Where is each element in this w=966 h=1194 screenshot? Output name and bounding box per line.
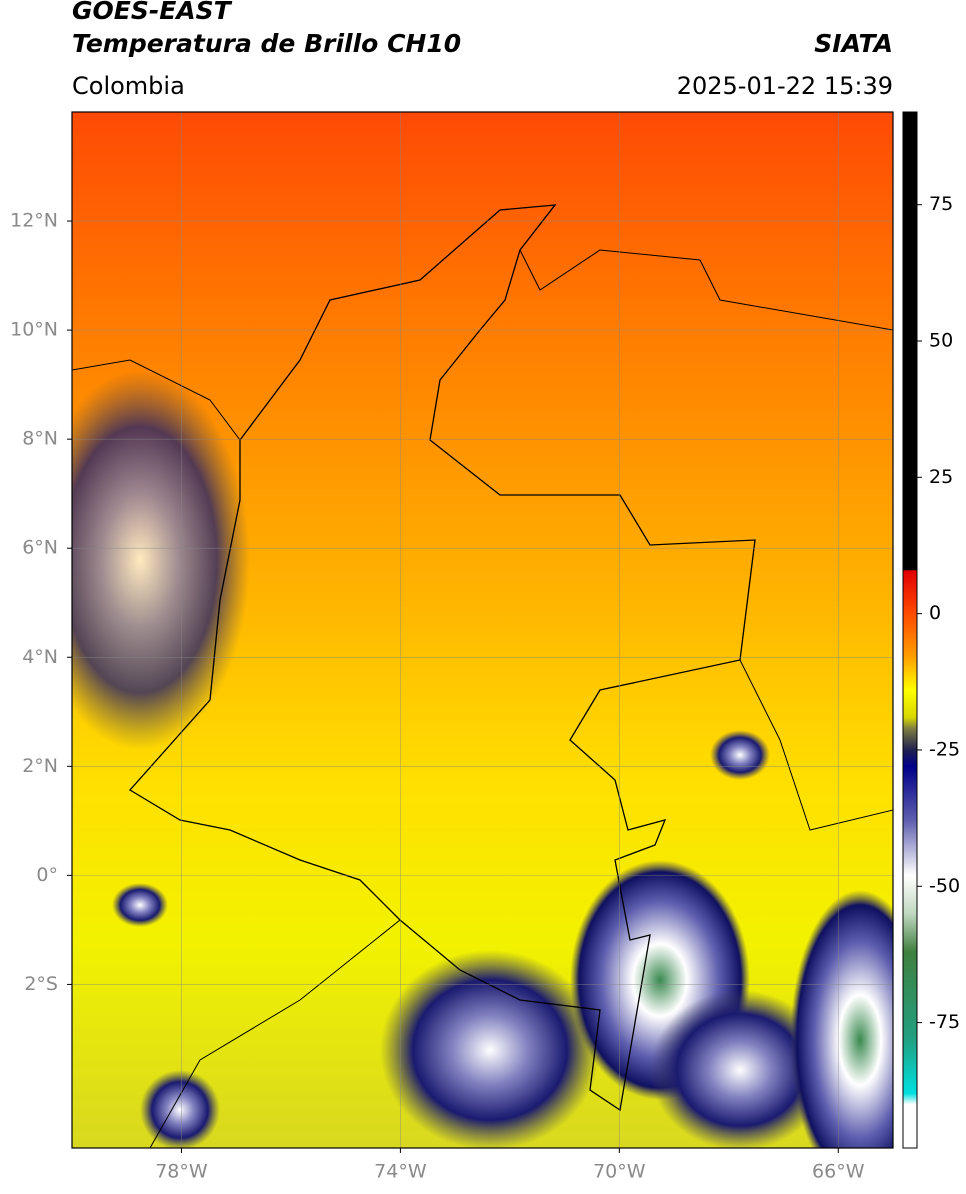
- colorbar-label: -25: [929, 738, 960, 760]
- graticule: [72, 112, 893, 1148]
- x-tick-label: 74°W: [374, 1161, 427, 1183]
- colorbar-label: 25: [929, 466, 953, 488]
- cloud: [710, 730, 770, 780]
- region: Colombia: [72, 72, 185, 100]
- colorbar: [902, 111, 918, 1149]
- y-tick-label: 12°N: [10, 210, 58, 232]
- map-frame: [71, 111, 894, 1149]
- cloud: [790, 890, 893, 1148]
- source: SIATA: [814, 29, 893, 58]
- y-tick-label: 8°N: [22, 428, 58, 450]
- x-tick-label: 70°W: [593, 1161, 646, 1183]
- coastline: [72, 204, 893, 1148]
- colorbar-label: -75: [929, 1011, 960, 1033]
- cloud: [650, 990, 830, 1148]
- map-image: [72, 112, 893, 1148]
- colorbar-label: 0: [929, 602, 941, 624]
- cloud: [380, 950, 600, 1148]
- colorbar-label: -50: [929, 875, 960, 897]
- x-tick-label: 66°W: [812, 1161, 865, 1183]
- timestamp: 2025-01-22 15:39: [677, 72, 893, 100]
- x-tick-label: 78°W: [155, 1161, 208, 1183]
- country-border: [128, 204, 756, 1112]
- colorbar-label: 75: [929, 193, 953, 215]
- y-tick-label: 2°N: [22, 755, 58, 777]
- subtitle: Temperatura de Brillo CH10: [72, 29, 461, 58]
- cloud: [72, 370, 250, 750]
- cloud: [140, 1070, 220, 1148]
- y-tick-label: 0°: [36, 864, 58, 886]
- title: GOES-EAST: [72, 0, 233, 25]
- y-tick-label: 4°N: [22, 646, 58, 668]
- y-tick-label: 6°N: [22, 537, 58, 559]
- colorbar-label: 50: [929, 330, 953, 352]
- cloud: [112, 883, 168, 927]
- y-tick-label: 2°S: [24, 973, 58, 995]
- y-tick-label: 10°N: [10, 319, 58, 341]
